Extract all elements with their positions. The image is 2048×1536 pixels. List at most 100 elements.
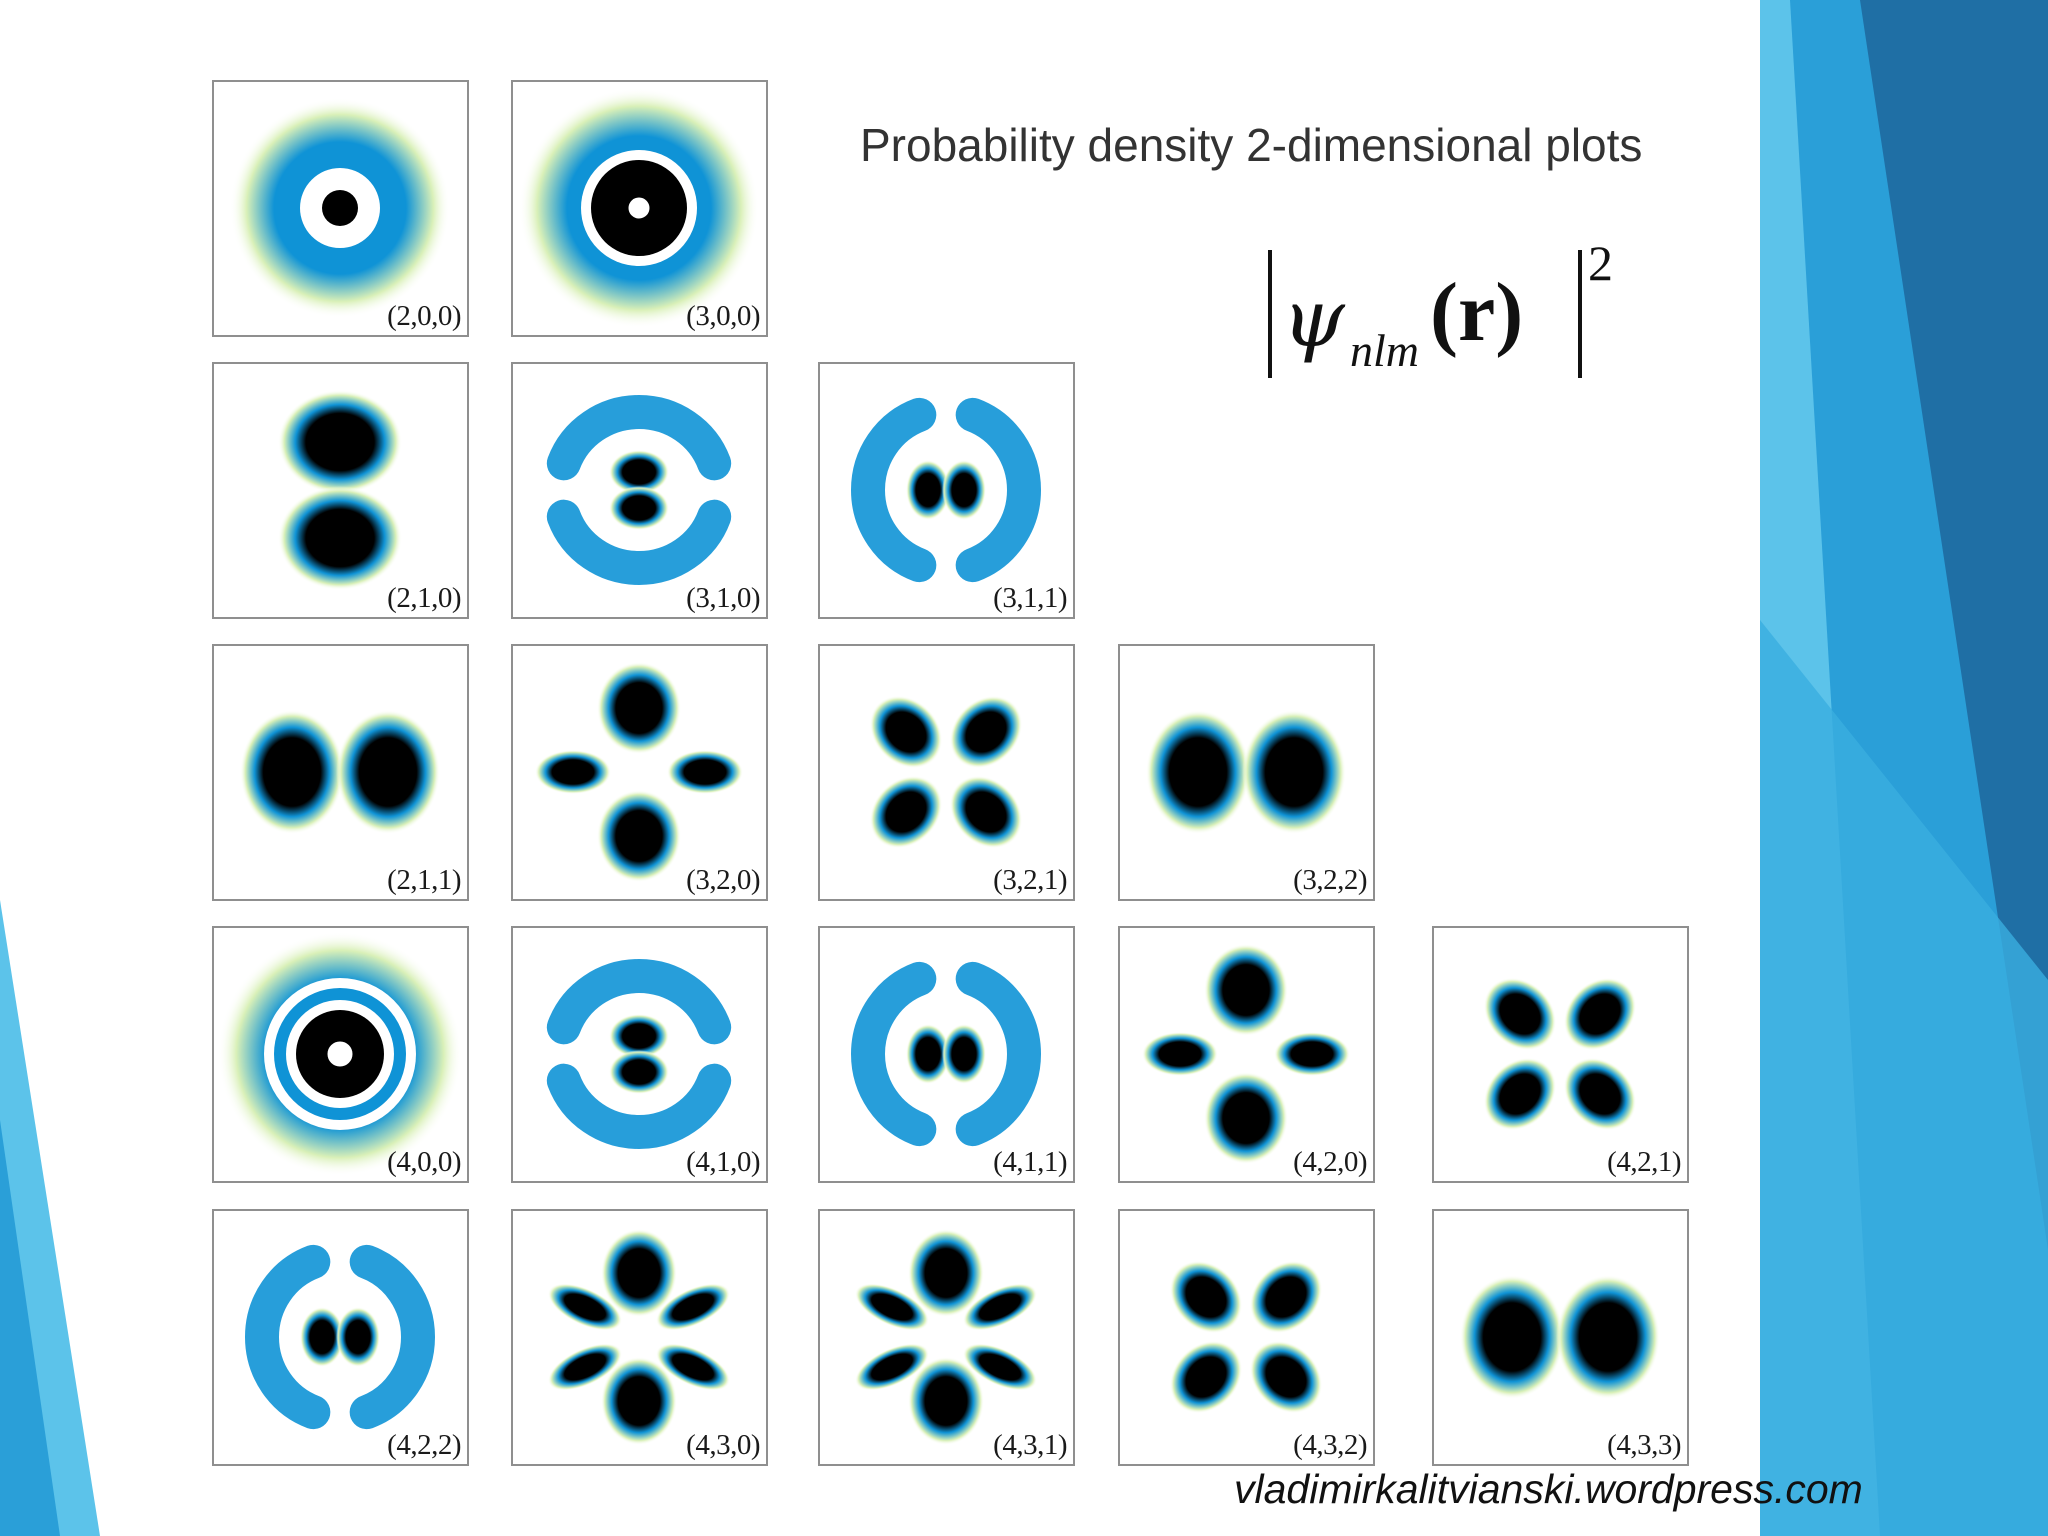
ring-left bbox=[1142, 1032, 1218, 1076]
orbital-quantum-numbers-label: (4,2,1) bbox=[1607, 1146, 1681, 1178]
ring-right bbox=[1274, 1032, 1350, 1076]
lobe-bottom bbox=[609, 486, 669, 530]
orbital-panel: (3,1,1) bbox=[818, 362, 1075, 619]
orbital-panel: (4,2,2) bbox=[212, 1209, 469, 1466]
orbital-panel: (4,3,3) bbox=[1432, 1209, 1689, 1466]
orbital-quantum-numbers-label: (4,0,0) bbox=[387, 1146, 461, 1178]
orbital-panel: (4,2,0) bbox=[1118, 926, 1375, 1183]
lobe-bottom bbox=[597, 790, 681, 882]
orbital-quantum-numbers-label: (3,1,0) bbox=[686, 582, 760, 614]
lobe-top bbox=[1204, 944, 1288, 1036]
lobe-right bbox=[336, 710, 440, 834]
arc-top bbox=[546, 959, 732, 1045]
orbital-density-plot bbox=[535, 662, 743, 882]
lobe-nw bbox=[1169, 1260, 1243, 1334]
orbital-quantum-numbers-label: (2,1,1) bbox=[387, 864, 461, 896]
lobe-top bbox=[278, 390, 402, 494]
lobe-bottom bbox=[908, 1357, 984, 1445]
lobe-lower-left bbox=[547, 1343, 623, 1391]
lobe-upper-left bbox=[854, 1283, 930, 1331]
orbital-density-plot bbox=[1142, 944, 1350, 1164]
orbital-quantum-numbers-label: (3,2,2) bbox=[1293, 864, 1367, 896]
lobe-upper-right bbox=[655, 1283, 731, 1331]
orbital-panel: (4,2,1) bbox=[1432, 926, 1689, 1183]
arc-top bbox=[546, 395, 732, 481]
arc-left bbox=[245, 1244, 331, 1430]
ring-right bbox=[667, 750, 743, 794]
orbital-quantum-numbers-label: (4,1,1) bbox=[993, 1146, 1067, 1178]
orbital-panel: (2,1,1) bbox=[212, 644, 469, 901]
orbital-panel: (3,2,1) bbox=[818, 644, 1075, 901]
lobe-right bbox=[1556, 1275, 1660, 1399]
orbital-quantum-numbers-label: (3,2,0) bbox=[686, 864, 760, 896]
arc-right bbox=[349, 1244, 435, 1430]
lobe-ne bbox=[949, 695, 1023, 769]
arc-right bbox=[955, 961, 1041, 1147]
core-blob bbox=[322, 190, 358, 226]
lobe-lower-right bbox=[962, 1343, 1038, 1391]
orbital-quantum-numbers-label: (4,3,1) bbox=[993, 1429, 1067, 1461]
arc-left bbox=[851, 961, 937, 1147]
orbital-panel: (4,0,0) bbox=[212, 926, 469, 1183]
orbital-density-plot bbox=[547, 1229, 731, 1445]
formula-exponent: 2 bbox=[1588, 235, 1613, 291]
lobe-upper-left bbox=[547, 1283, 623, 1331]
lobe-ne bbox=[1249, 1260, 1323, 1334]
lobe-bottom bbox=[278, 486, 402, 590]
lobe-lower-left bbox=[854, 1343, 930, 1391]
orbital-density-plot bbox=[519, 88, 759, 328]
orbital-quantum-numbers-label: (4,2,2) bbox=[387, 1429, 461, 1461]
formula-psi: ψ bbox=[1282, 272, 1346, 365]
orbital-quantum-numbers-label: (3,1,1) bbox=[993, 582, 1067, 614]
core-node bbox=[324, 1038, 356, 1070]
orbital-panel: (2,0,0) bbox=[212, 80, 469, 337]
lobe-left bbox=[906, 460, 950, 520]
arc-bottom bbox=[546, 1063, 732, 1149]
orbital-quantum-numbers-label: (2,0,0) bbox=[387, 300, 461, 332]
orbital-quantum-numbers-label: (4,2,0) bbox=[1293, 1146, 1367, 1178]
lobe-ne bbox=[1563, 977, 1637, 1051]
lobe-bottom bbox=[609, 1050, 669, 1094]
arc-right bbox=[955, 397, 1041, 583]
orbital-density-plot bbox=[1146, 710, 1346, 834]
orbital-density-plot bbox=[1483, 977, 1637, 1131]
lobe-se bbox=[1563, 1057, 1637, 1131]
lobe-right bbox=[1242, 710, 1346, 834]
lobe-top bbox=[601, 1229, 677, 1317]
orbital-density-plot bbox=[1460, 1275, 1660, 1399]
lobe-right bbox=[336, 1307, 380, 1367]
orbital-panel: (4,3,1) bbox=[818, 1209, 1075, 1466]
orbital-density-plot bbox=[245, 1244, 435, 1430]
core-node bbox=[625, 194, 653, 222]
lobe-sw bbox=[869, 775, 943, 849]
ring-left bbox=[535, 750, 611, 794]
lobe-left bbox=[240, 710, 344, 834]
bg-shape-lower bbox=[1760, 620, 2048, 1536]
orbital-density-plot bbox=[1169, 1260, 1323, 1414]
lobe-left bbox=[1146, 710, 1250, 834]
lobe-se bbox=[1249, 1340, 1323, 1414]
arc-bottom bbox=[546, 499, 732, 585]
orbital-quantum-numbers-label: (3,2,1) bbox=[993, 864, 1067, 896]
lobe-right bbox=[942, 460, 986, 520]
lobe-top bbox=[609, 1014, 669, 1058]
lobe-top bbox=[597, 662, 681, 754]
lobe-bottom bbox=[1204, 1072, 1288, 1164]
arc-left bbox=[851, 397, 937, 583]
slide-title: Probability density 2-dimensional plots bbox=[860, 119, 1643, 171]
orbital-density-plot bbox=[546, 395, 732, 585]
orbital-quantum-numbers-label: (4,3,3) bbox=[1607, 1429, 1681, 1461]
lobe-left bbox=[300, 1307, 344, 1367]
formula-argument: (r) bbox=[1430, 266, 1523, 359]
lobe-upper-right bbox=[962, 1283, 1038, 1331]
orbital-density-plot bbox=[240, 710, 440, 834]
orbital-density-plot bbox=[230, 98, 450, 318]
orbital-panel: (3,0,0) bbox=[511, 80, 768, 337]
orbital-density-plot bbox=[546, 959, 732, 1149]
lobe-nw bbox=[1483, 977, 1557, 1051]
orbital-quantum-numbers-label: (4,3,0) bbox=[686, 1429, 760, 1461]
lobe-top bbox=[908, 1229, 984, 1317]
bg-shape-left-over-dark bbox=[0, 1120, 60, 1536]
lobe-sw bbox=[1483, 1057, 1557, 1131]
